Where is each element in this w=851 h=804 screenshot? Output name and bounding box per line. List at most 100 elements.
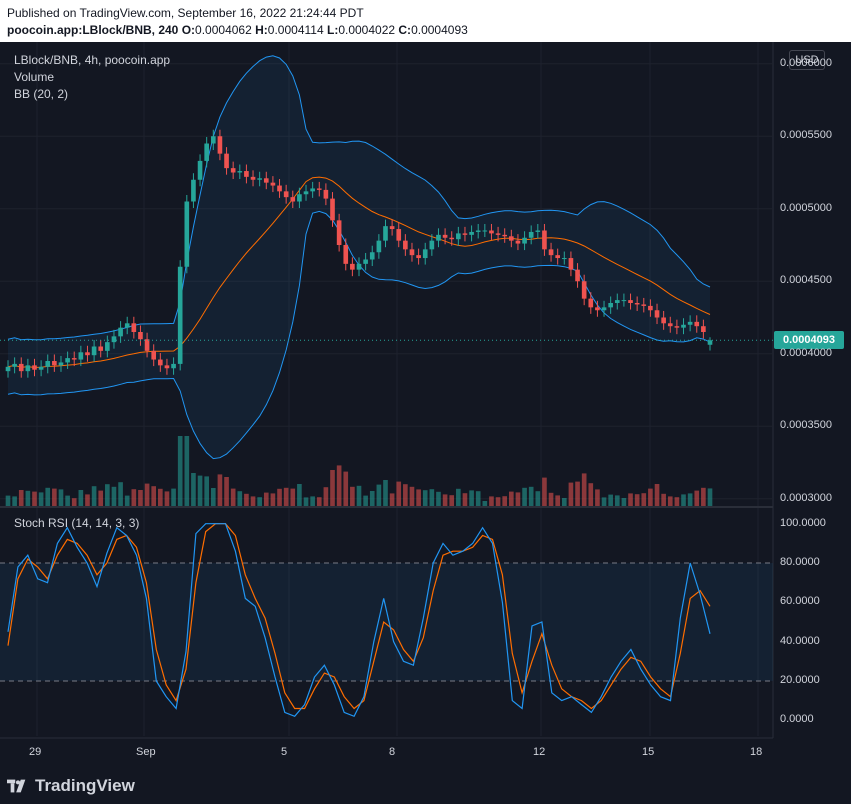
candle-body	[343, 245, 349, 264]
volume-bar	[356, 485, 362, 506]
bb-basis-line	[7, 176, 711, 368]
volume-bar	[648, 488, 653, 506]
volume-bar	[5, 495, 11, 506]
candle-body	[456, 233, 461, 240]
tradingview-logo-icon	[7, 779, 26, 793]
volume-bar	[283, 487, 289, 506]
volume-bar	[336, 465, 342, 506]
volume-bar	[389, 493, 395, 506]
candle-body	[336, 220, 342, 245]
candle-body	[475, 230, 481, 232]
volume-bar	[18, 490, 24, 506]
candle-body	[568, 258, 574, 270]
candle-body	[244, 171, 249, 177]
candle-body	[118, 327, 123, 337]
volume-bar	[614, 495, 620, 506]
candle-body	[588, 298, 594, 308]
candle-body	[469, 231, 474, 235]
candle-body	[111, 336, 117, 343]
candle-body	[515, 240, 521, 244]
candle-body	[363, 259, 368, 264]
bb-fill	[8, 55, 710, 459]
volume-bar	[694, 490, 700, 506]
candle-body	[98, 346, 104, 351]
candle-body	[204, 143, 209, 161]
candle-body	[442, 234, 448, 238]
price-axis-label: 0.0005000	[780, 201, 832, 214]
volume-bar	[118, 482, 123, 506]
legend-stoch[interactable]: Stoch RSI (14, 14, 3, 3)	[14, 516, 140, 530]
volume-bar	[184, 436, 190, 506]
volume-bar	[701, 487, 706, 506]
high-label: H:	[255, 23, 268, 37]
candle-body	[290, 197, 296, 202]
low-value: 0.0004022	[338, 23, 396, 37]
candle-body	[369, 252, 375, 260]
volume-bar	[244, 493, 249, 506]
volume-bar	[601, 497, 607, 506]
candle-body	[177, 266, 183, 364]
candle-body	[383, 226, 388, 241]
legend-volume[interactable]: Volume	[14, 70, 55, 84]
open-label: O:	[181, 23, 196, 37]
stoch-axis-label: 60.0000	[780, 595, 820, 608]
candle-body	[389, 226, 395, 230]
volume-bar	[548, 492, 554, 506]
volume-bar	[588, 483, 594, 506]
candle-body	[681, 324, 686, 328]
candle-body	[548, 249, 554, 256]
volume-bar	[621, 498, 627, 506]
volume-bar	[124, 495, 130, 506]
candle-body	[105, 342, 110, 351]
candle-body	[409, 249, 415, 256]
close-value: 0.0004093	[411, 23, 468, 37]
symbol-label: poocoin.app:LBlock/BNB, 240	[7, 23, 179, 37]
stoch-axis-label: 0.0000	[780, 713, 814, 726]
tradingview-logo[interactable]: TradingView	[7, 776, 135, 796]
candle-body	[502, 234, 508, 237]
volume-bar	[634, 494, 640, 506]
candle-body	[191, 179, 196, 202]
price-axis-label: 0.0003500	[780, 419, 832, 432]
candle-body	[151, 350, 157, 360]
high-value: 0.0004114	[267, 23, 324, 37]
candle-body	[270, 182, 276, 186]
volume-bar	[403, 484, 408, 506]
volume-bar	[515, 492, 521, 506]
candle-body	[449, 237, 455, 240]
candle-body	[621, 300, 627, 302]
volume-bar	[456, 488, 461, 506]
candle-body	[509, 236, 514, 241]
price-axis-label: 0.0006000	[780, 56, 832, 69]
volume-bar	[91, 486, 97, 506]
candle-body	[45, 361, 51, 367]
currency-button[interactable]: USD	[789, 50, 825, 70]
volume-bar	[555, 495, 560, 506]
volume-bar	[383, 480, 388, 506]
legend-title[interactable]: LBlock/BNB, 4h, poocoin.app	[14, 53, 171, 67]
time-axis-label: 5	[281, 746, 288, 758]
legend-bb[interactable]: BB (20, 2)	[14, 87, 69, 101]
volume-bar	[45, 487, 51, 506]
candle-body	[687, 321, 693, 325]
last-price-tag: 0.0004093	[774, 331, 844, 350]
candle-body	[608, 303, 613, 308]
price-axis-label: 0.0004500	[780, 274, 832, 287]
chart-canvas[interactable]	[0, 0, 851, 770]
candle-body	[18, 363, 24, 372]
volume-bar	[38, 492, 44, 506]
stoch-axis-label: 20.0000	[780, 673, 820, 686]
candle-body	[356, 263, 362, 270]
price-axis-label: 0.0005500	[780, 129, 832, 142]
volume-bar	[310, 496, 315, 506]
volume-bar	[661, 493, 666, 506]
volume-bar	[316, 497, 322, 506]
candle-body	[91, 346, 97, 356]
stoch-axis-label: 40.0000	[780, 634, 820, 647]
brand-name: TradingView	[35, 776, 135, 795]
candle-body	[38, 366, 44, 370]
time-axis-label: Sep	[136, 746, 156, 758]
low-label: L:	[326, 23, 339, 37]
volume-bar	[32, 491, 37, 506]
candle-body	[65, 358, 70, 363]
